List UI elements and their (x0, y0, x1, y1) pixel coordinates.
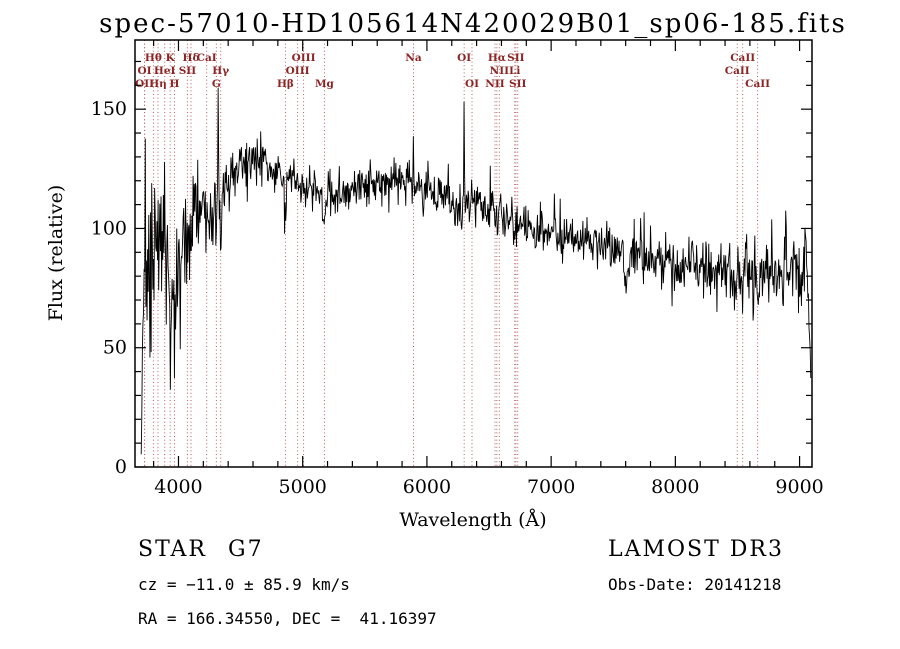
y-tick-label: 150 (91, 98, 127, 120)
spectral-line-label: SII (509, 78, 526, 90)
spectral-line-label: HeI (154, 65, 176, 77)
spectral-line-label: Hα (488, 52, 506, 64)
classification-label: STAR (138, 537, 207, 562)
spectral-line-label: Na (405, 52, 422, 64)
obs-date: Obs-Date: 20141218 (608, 575, 781, 594)
spectral-line-label: Hθ (145, 52, 162, 64)
x-tick-label: 5000 (279, 476, 327, 498)
cz-value: cz = −11.0 ± 85.9 km/s (138, 575, 350, 594)
x-tick-label: 6000 (403, 476, 451, 498)
spectral-line-label: OI (138, 65, 152, 77)
x-axis-label: Wavelength (Å) (399, 509, 546, 531)
plot-frame (134, 39, 813, 468)
subclass-label: G7 (228, 537, 264, 562)
y-axis-label: Flux (relative) (45, 185, 67, 322)
spectral-line-label: Hδ (183, 52, 200, 64)
spectral-line-label: K (166, 52, 176, 64)
spectral-line-label: SII (179, 65, 196, 77)
y-tick-label: 100 (91, 217, 127, 239)
spectral-line-label: OII (135, 78, 154, 90)
spectral-line-label: OIII (292, 52, 316, 64)
spectral-line-label: H (170, 78, 180, 90)
spectrum-trace (140, 87, 812, 455)
spectral-line-label: Hγ (212, 65, 229, 77)
spectral-line-label: NII (485, 78, 505, 90)
axes: 4000 5000 6000 7000 8000 9000 0 50 100 150 (91, 40, 824, 498)
x-tick-label: 9000 (775, 476, 823, 498)
spectral-line-label: CaII (730, 52, 755, 64)
spectral-line-label: CaII (745, 78, 770, 90)
x-tick-label: 8000 (651, 476, 699, 498)
ra-dec: RA = 166.34550, DEC = 41.16397 (138, 609, 437, 628)
spectrum-path (140, 87, 812, 455)
spectral-line-label: OIII (286, 65, 310, 77)
spectral-line-label: Hβ (277, 78, 294, 90)
x-tick-label: 7000 (527, 476, 575, 498)
spectral-line-label: NII (490, 65, 510, 77)
spectral-line-label: G (212, 78, 221, 90)
spectral-line-label: CaI (197, 52, 217, 64)
spectral-line-label: OI (457, 52, 471, 64)
survey-label: LAMOST DR3 (608, 537, 784, 562)
spectral-line-label: Hη (149, 78, 167, 90)
spectral-line-label: Li (509, 65, 520, 77)
y-tick-label: 0 (115, 456, 127, 478)
spectral-line-label: CaII (725, 65, 750, 77)
spectral-line-label: SII (507, 52, 524, 64)
plot-title: spec-57010-HD105614N420029B01_sp06-185.f… (99, 9, 847, 39)
x-tick-label: 4000 (154, 476, 202, 498)
spectral-line-label: Mg (315, 78, 335, 90)
spectral-line-label: OI (465, 78, 479, 90)
y-tick-label: 50 (103, 337, 127, 359)
